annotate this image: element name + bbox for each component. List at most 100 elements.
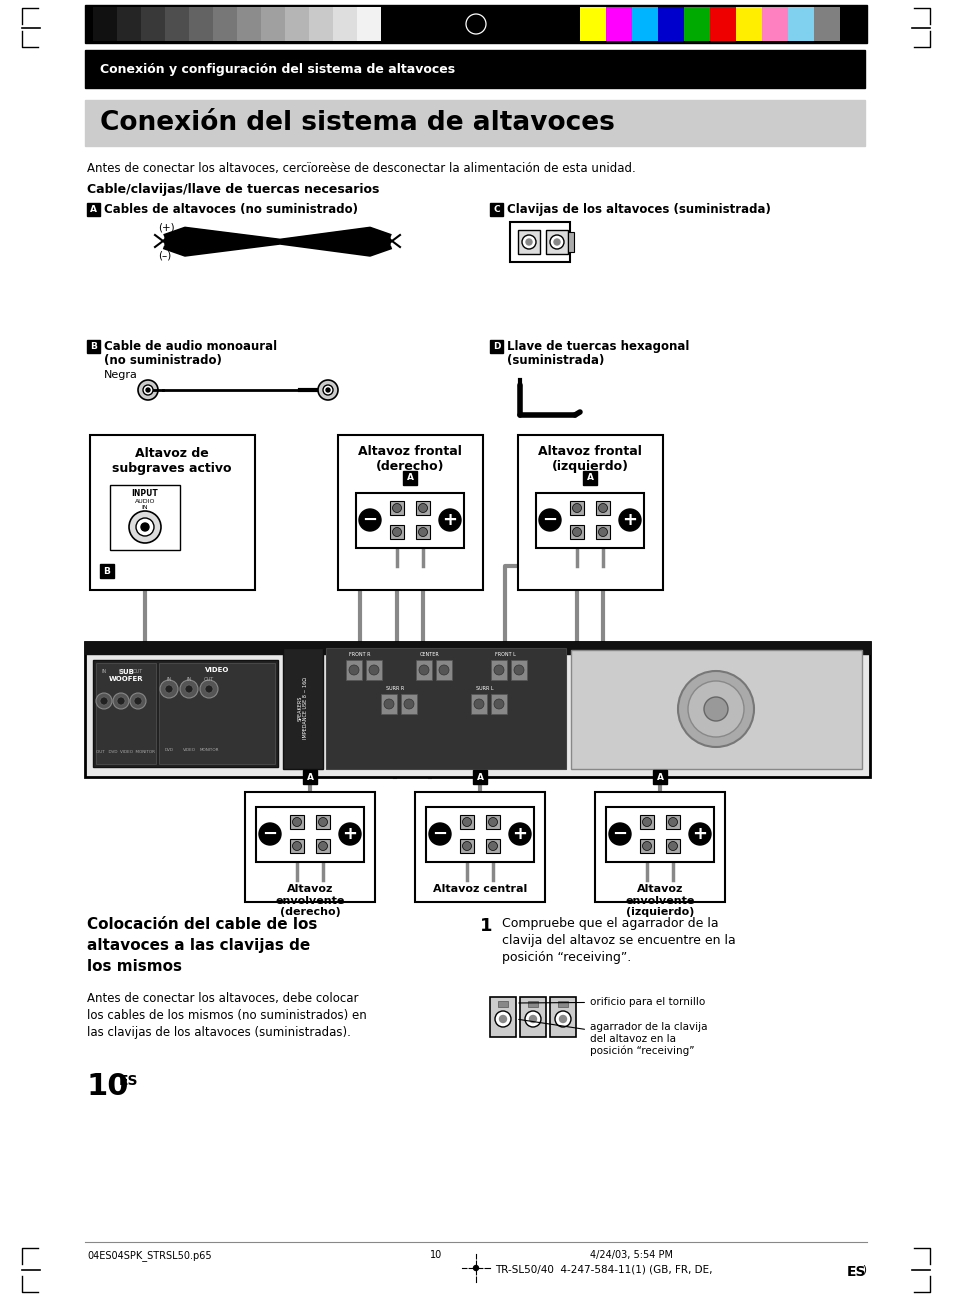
Text: +: + [512,826,527,842]
Bar [631,6,658,42]
Bar [303,770,316,784]
Bar [639,838,654,853]
Text: SPEAKERS
IMPEDANCE USE 8 ~ 16Ω: SPEAKERS IMPEDANCE USE 8 ~ 16Ω [297,677,308,738]
Bar [159,663,274,764]
Text: OUT: OUT [132,670,143,673]
Circle shape [618,510,640,530]
Bar [490,341,502,354]
Bar [567,231,574,252]
Text: SUB
WOOFER: SUB WOOFER [109,670,143,682]
Bar [90,436,254,590]
Text: Colocación del cable de los
altavoces a las clavijas de
los mismos: Colocación del cable de los altavoces a … [87,916,317,974]
Bar [261,6,285,42]
Circle shape [129,511,161,543]
Text: Altavoz frontal
(izquierdo): Altavoz frontal (izquierdo) [537,445,641,473]
Bar [519,997,545,1037]
Text: Altavoz de
subgraves activo: Altavoz de subgraves activo [112,447,232,474]
Circle shape [555,1011,571,1027]
Bar [436,660,452,680]
Bar [658,6,683,42]
Bar [326,647,565,770]
Bar [85,49,864,88]
Bar [639,815,654,829]
Circle shape [165,685,172,693]
Text: C: C [493,205,499,214]
Circle shape [143,385,152,395]
Bar [761,6,787,42]
Text: +: + [692,826,707,842]
Circle shape [429,823,451,845]
Bar [366,660,381,680]
Bar [85,100,864,146]
Bar [545,230,567,254]
Bar [459,838,474,853]
Text: (–): (–) [158,250,172,260]
Bar [315,838,330,853]
Circle shape [488,818,497,827]
Bar [400,694,416,714]
Bar [290,838,304,853]
Bar [100,564,113,579]
Circle shape [318,841,327,850]
Text: A: A [406,473,413,482]
Text: ES: ES [846,1265,865,1279]
Bar [490,203,502,216]
Circle shape [117,697,125,705]
Bar [665,838,679,853]
Circle shape [529,1015,536,1023]
Bar [165,6,189,42]
Circle shape [687,681,743,737]
Bar [92,6,117,42]
Circle shape [521,235,536,250]
Circle shape [326,387,330,393]
Bar [96,663,156,764]
Circle shape [514,666,523,675]
Circle shape [358,510,380,530]
Text: Altavoz central: Altavoz central [433,884,527,894]
Bar [356,6,380,42]
Bar [596,500,609,515]
Bar [787,6,813,42]
Circle shape [550,235,563,250]
Text: INPUT: INPUT [132,489,158,498]
Bar [346,660,361,680]
Text: +: + [622,511,637,529]
Bar [536,493,643,549]
Circle shape [323,385,333,395]
Circle shape [160,680,178,698]
Circle shape [403,699,414,709]
Text: −: − [262,826,277,842]
Bar [309,6,333,42]
Circle shape [509,823,531,845]
Text: IN: IN [101,670,107,673]
Text: AUDIO
IN: AUDIO IN [134,499,155,510]
Circle shape [668,841,677,850]
Circle shape [293,818,301,827]
Bar [380,694,396,714]
Text: Negra: Negra [104,370,138,380]
Circle shape [141,523,149,530]
Circle shape [495,1011,511,1027]
Bar [582,471,597,485]
Text: Conexión y configuración del sistema de altavoces: Conexión y configuración del sistema de … [100,62,455,75]
Text: ES: ES [119,1074,138,1088]
Text: agarrador de la clavija
del altavoz en la
posición “receiving”: agarrador de la clavija del altavoz en l… [518,1019,707,1056]
Text: (+): (+) [158,222,174,231]
Text: DVD: DVD [164,747,173,751]
Text: 4/24/03, 5:54 PM: 4/24/03, 5:54 PM [589,1251,672,1260]
Text: Cable/clavijas/llave de tuercas necesarios: Cable/clavijas/llave de tuercas necesari… [87,183,379,196]
Text: Altavoz
envolvente
(derecho): Altavoz envolvente (derecho) [275,884,344,918]
Circle shape [641,818,651,827]
Text: A: A [90,205,97,214]
Bar [333,6,356,42]
Text: −: − [612,826,627,842]
Text: orificio para el tornillo: orificio para el tornillo [518,997,704,1008]
Text: Compruebe que el agarrador de la
clavija del altavoz se encuentre en la
posición: Compruebe que el agarrador de la clavija… [501,916,735,965]
Text: MONITOR: MONITOR [199,747,218,751]
Text: Cables de altavoces (no suministrado): Cables de altavoces (no suministrado) [104,203,357,216]
Bar [117,6,141,42]
Circle shape [668,818,677,827]
Text: A: A [306,772,314,781]
Circle shape [678,671,753,748]
Bar [569,500,583,515]
